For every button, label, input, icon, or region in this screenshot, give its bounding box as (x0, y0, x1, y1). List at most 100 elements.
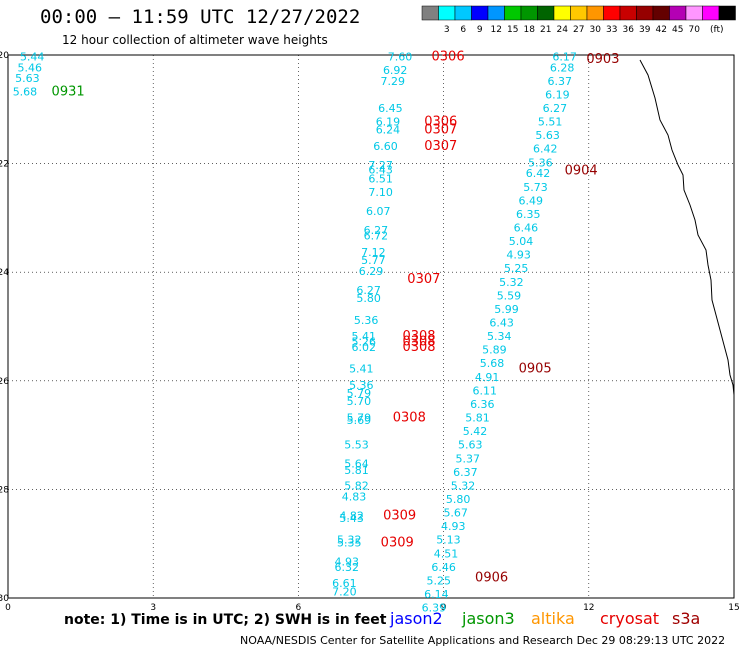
footnote: note: 1) Time is in UTC; 2) SWH is in fe… (64, 612, 387, 628)
x-tick-label: 0 (5, 603, 11, 613)
wave-height-point: 5.63 (535, 129, 560, 142)
wave-height-point: 6.37 (453, 466, 478, 479)
wave-height-point: 5.68 (13, 86, 38, 99)
colorbar-label: 70 (689, 25, 701, 34)
pass-time-label: 0309 (383, 508, 416, 523)
wave-height-point: 5.37 (456, 452, 481, 465)
x-tick-label: 15 (728, 603, 739, 613)
wave-height-point: 5.36 (349, 379, 374, 392)
wave-height-point: 6.07 (366, 205, 391, 218)
wave-height-point: 5.81 (465, 412, 490, 425)
wave-height-point: 6.14 (424, 588, 449, 601)
wave-height-point: 6.60 (373, 140, 398, 153)
wave-height-point: 5.13 (436, 534, 461, 547)
wave-height-point: 6.11 (472, 384, 497, 397)
colorbar-label: 3 (444, 25, 450, 34)
wave-height-point: 6.17 (552, 50, 577, 63)
wave-height-point: 6.27 (364, 224, 389, 237)
wave-height-point: 5.41 (349, 363, 374, 376)
wave-height-point: 5.59 (497, 289, 522, 302)
wave-height-point: 5.35 (337, 536, 362, 549)
wave-height-point: 5.80 (356, 292, 381, 305)
colorbar-label: 36 (623, 25, 635, 34)
pass-time-label: 0931 (52, 85, 85, 100)
wave-height-point: 5.64 (344, 458, 369, 471)
colorbar-label: 39 (639, 25, 651, 34)
wave-height-point: 6.43 (489, 317, 514, 330)
wave-height-point: 7.20 (332, 585, 357, 598)
y-tick-label: -28 (0, 485, 9, 495)
pass-time-label: 0905 (519, 362, 552, 377)
wave-height-point: 6.42 (533, 143, 558, 156)
wave-height-map: 03691215-20-22-24-26-28-305.445.465.635.… (0, 49, 740, 615)
colorbar-label: 9 (477, 25, 483, 34)
y-tick-label: -20 (0, 51, 9, 61)
colorbar-label: 45 (672, 25, 683, 34)
wave-height-point: 5.81 (344, 464, 369, 477)
satellite-label-s3a: s3a (672, 609, 701, 628)
colorbar-label: 42 (656, 25, 667, 34)
pass-time-label: 0308 (402, 340, 435, 355)
wave-height-point: 5.43 (339, 512, 364, 525)
wave-height-point: 7.27 (368, 159, 393, 172)
wave-height-point: 6.37 (548, 75, 573, 88)
pass-time-label: 0308 (402, 329, 435, 344)
wave-height-point: 5.82 (344, 479, 369, 492)
wave-height-point: 5.77 (361, 254, 386, 267)
wave-height-point: 5.44 (20, 50, 45, 63)
pass-time-label: 0306 (432, 49, 465, 64)
wave-height-point: 6.35 (516, 208, 541, 221)
pass-time-label: 0306 (424, 115, 457, 130)
wave-height-point: 6.19 (545, 88, 570, 101)
wave-height-point: 5.46 (18, 61, 43, 74)
wave-height-point: 6.43 (368, 163, 393, 176)
wave-height-point: 6.36 (470, 398, 495, 411)
pass-time-label: 0309 (381, 535, 414, 550)
chart-subtitle: 12 hour collection of altimeter wave hei… (62, 33, 328, 47)
wave-height-point: 7.10 (368, 186, 393, 199)
wave-height-point: 5.25 (427, 574, 452, 587)
wave-height-point: 6.72 (364, 230, 389, 243)
wave-height-point: 5.51 (538, 116, 563, 129)
satellite-label-altika: altika (531, 609, 575, 628)
wave-height-point: 6.29 (359, 265, 384, 278)
wave-height-point: 5.34 (487, 330, 512, 343)
plot-frame (7, 54, 735, 599)
wave-height-point: 6.27 (356, 284, 381, 297)
credit-line: NOAA/NESDIS Center for Satellite Applica… (240, 634, 726, 647)
wave-height-point: 6.28 (550, 61, 575, 74)
wave-height-point: 5.69 (347, 414, 372, 427)
wave-height-point: 6.45 (378, 102, 403, 115)
wave-height-point: 7.60 (388, 50, 413, 63)
wave-height-point: 5.73 (523, 181, 548, 194)
wave-height-point: 6.32 (335, 561, 360, 574)
satellite-label-jason2: jason2 (390, 609, 443, 628)
wave-height-point: 4.93 (506, 249, 531, 262)
wave-height-point: 6.61 (332, 577, 357, 590)
coastline (639, 59, 735, 396)
wave-height-point: 4.51 (434, 547, 459, 560)
wave-height-point: 5.26 (351, 336, 376, 349)
x-tick-label: 6 (296, 603, 302, 613)
wave-height-point: 5.42 (463, 425, 488, 438)
wave-height-point: 5.32 (337, 534, 362, 547)
pass-time-label: 0308 (402, 335, 435, 350)
wave-height-point: 5.25 (504, 262, 529, 275)
wave-height-point: 6.49 (518, 194, 543, 207)
chart-title: 00:00 — 11:59 UTC 12/27/2022 (40, 6, 361, 28)
colorbar-label: 21 (540, 25, 551, 34)
pass-time-label: 0308 (393, 411, 426, 426)
pass-time-label: 0904 (565, 163, 598, 178)
y-tick-label: -26 (0, 377, 9, 387)
wave-height-point: 5.79 (347, 387, 372, 400)
wave-height-point: 5.70 (347, 395, 372, 408)
wave-height-point: 6.39 (422, 602, 447, 615)
wave-height-point: 5.80 (446, 493, 471, 506)
colorbar-swatch (718, 5, 736, 21)
wave-height-point: 5.67 (443, 507, 468, 520)
wave-height-point: 6.19 (376, 116, 401, 129)
colorbar-label: 27 (573, 25, 584, 34)
colorbar-legend: 3 6 9 12 15 18 21 24 27 30 33 36 39 42 45 70 (ft) (421, 5, 736, 34)
colorbar-label: 12 (491, 25, 502, 34)
